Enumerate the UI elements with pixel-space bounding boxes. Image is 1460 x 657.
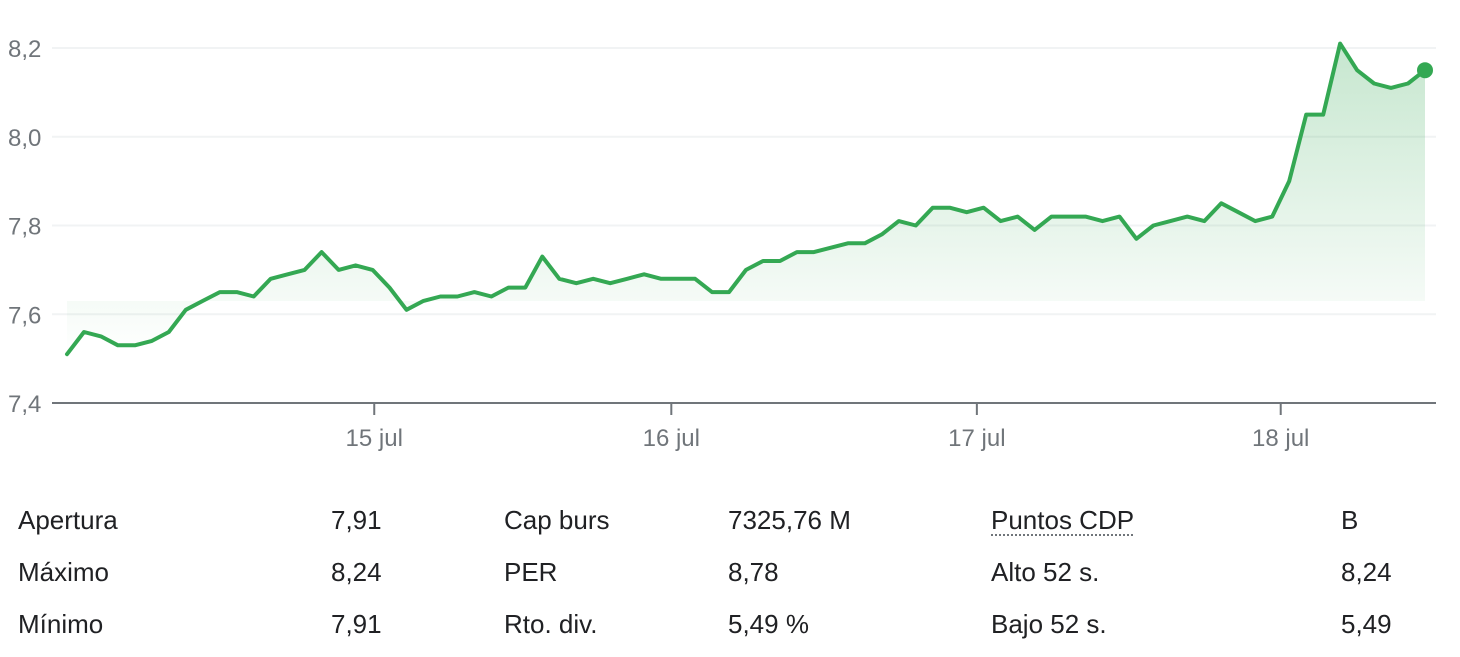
stock-price-chart[interactable]: 7,4 7,6 7,8 8,0 8,2 15 jul 16 jul 17 jul 18 jul	[0, 0, 1460, 470]
stat-value: 5,49	[1341, 609, 1392, 639]
stat-label: Cap burs	[504, 505, 610, 535]
y-tick-label: 8,2	[8, 36, 41, 63]
stat-value: 7325,76 M	[728, 505, 851, 535]
price-area-fill	[67, 43, 1425, 355]
stat-value: B	[1341, 505, 1359, 535]
x-tick-label: 17 jul	[948, 425, 1005, 452]
puntos-cdp-link[interactable]: Puntos CDP	[991, 505, 1135, 535]
last-price-dot	[1417, 62, 1433, 79]
y-axis-labels: 7,4 7,6 7,8 8,0 8,2	[8, 36, 41, 418]
stat-value: 5,49 %	[728, 609, 809, 639]
x-tick-label: 16 jul	[643, 425, 700, 452]
stat-label: Máximo	[18, 557, 110, 587]
stat-label: Bajo 52 s.	[991, 609, 1107, 639]
y-tick-label: 7,4	[8, 391, 41, 418]
stat-label: Mínimo	[18, 609, 104, 639]
y-tick-label: 7,6	[8, 302, 41, 329]
x-axis-ticks: 15 jul 16 jul 17 jul 18 jul	[346, 403, 1309, 452]
stat-label: Apertura	[18, 505, 118, 535]
y-tick-label: 7,8	[8, 214, 41, 241]
x-tick-label: 15 jul	[346, 425, 403, 452]
stat-value: 8,78	[728, 557, 779, 587]
price-line	[65, 41, 1427, 357]
stat-value: 8,24	[331, 557, 382, 587]
stat-value: 7,91	[331, 505, 382, 535]
x-tick-label: 18 jul	[1252, 425, 1309, 452]
stat-value: 7,91	[331, 609, 382, 639]
stat-label: Alto 52 s.	[991, 557, 1100, 587]
stat-value: 8,24	[1341, 557, 1392, 587]
stat-label: Rto. div.	[504, 609, 598, 639]
y-tick-label: 8,0	[8, 125, 41, 152]
stats-table: Apertura 7,91 Máximo 8,24 Mínimo 7,91 Ca…	[0, 496, 1460, 656]
stat-label: PER	[504, 557, 558, 587]
